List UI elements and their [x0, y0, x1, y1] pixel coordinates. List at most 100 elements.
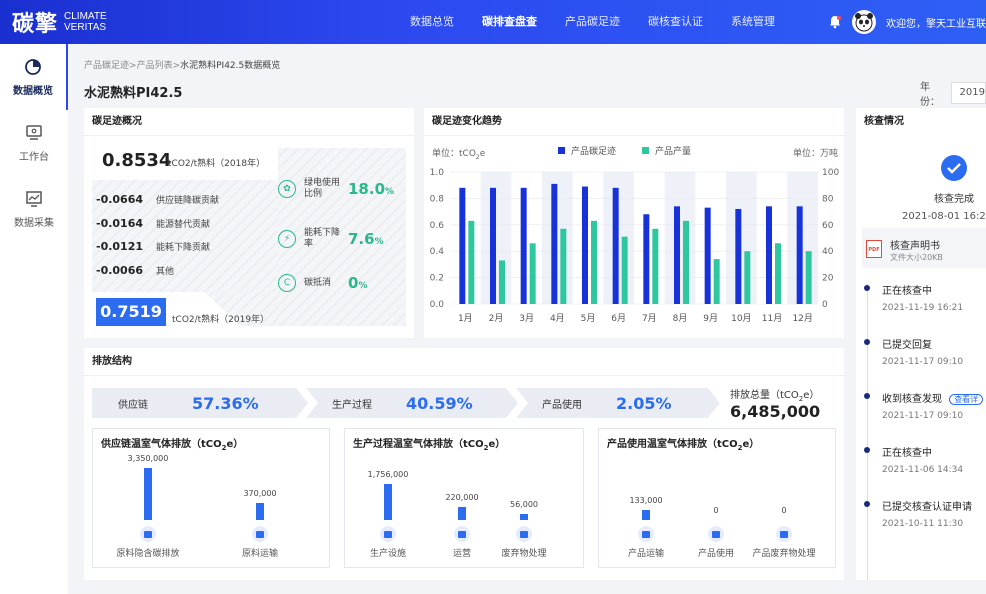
bar-output [713, 259, 720, 304]
x-tick: 12月 [792, 313, 812, 324]
emission-value: 220,000 [445, 493, 479, 503]
total-value: 6,485,000 [730, 402, 821, 421]
document-icon [708, 526, 724, 542]
contrib-row: -0.0066 其他 [96, 263, 175, 277]
x-tick: 7月 [642, 313, 657, 324]
structure-title: 排放结构 [84, 348, 844, 376]
year-dropdown[interactable]: 2019 [950, 82, 986, 104]
emission-label: 废弃物处理 [501, 549, 547, 559]
bar-output [591, 220, 597, 304]
nav-item[interactable]: 碳排查盘查 [482, 15, 537, 28]
legend-footprint[interactable]: 产品碳足迹 [558, 144, 616, 157]
unit-2019: tCO2/t熟料（2019年） [172, 315, 270, 325]
welcome-text: 欢迎您，擎天工业互联 [886, 18, 986, 30]
bar-output [529, 243, 536, 304]
segment-usage: 产品使用 2.05% [516, 388, 720, 418]
emission-bar [520, 513, 528, 520]
emission-value: 370,000 [243, 489, 277, 499]
breadcrumb-link[interactable]: 产品碳足迹 [84, 61, 130, 71]
bar-output [499, 260, 505, 304]
verify-status: 核查完成 [934, 194, 974, 205]
bar-footprint [766, 206, 772, 304]
emission-label: 产品运输 [627, 549, 664, 559]
bar-output [652, 228, 659, 304]
trend-card: 碳足迹变化趋势 单位：tCO2e 产品碳足迹 产品产量 单位：万吨 0.0 0 0.… [424, 108, 844, 338]
breadcrumb-sep: > [129, 61, 137, 71]
bar-footprint [459, 187, 466, 304]
x-tick: 3月 [519, 313, 534, 324]
file-card[interactable] [862, 228, 986, 268]
file-name[interactable]: 核查声明书 [890, 241, 940, 252]
sidebar-item-overview[interactable]: 数据概览 [0, 44, 68, 110]
breadcrumb-current: 水泥熟料PI42.5数据概览 [180, 61, 281, 71]
bar-footprint [643, 214, 650, 304]
bar-output [621, 236, 628, 304]
sidebar: 数据概览 工作台 数据采集 [0, 44, 68, 594]
timeline-item: 已提交回复 2021-11-17 09:10 [864, 336, 963, 367]
sidebar-item-workbench[interactable]: 工作台 [0, 110, 68, 176]
legend: 产品碳足迹 产品产量 [558, 144, 691, 157]
logo[interactable]: 碳擎 CLIMATE VERITAS [12, 4, 107, 40]
x-tick: 6月 [611, 313, 626, 324]
breadcrumb-link[interactable]: 产品列表 [136, 61, 173, 71]
bar-footprint [490, 187, 496, 304]
left-unit: 单位：tCO2e [432, 149, 486, 161]
timeline-date: 2021-11-17 09:10 [882, 411, 964, 421]
top-bar: 碳擎 CLIMATE VERITAS 数据总览 碳排查盘查 产品碳足迹 碳核查认证 系统管… [0, 0, 986, 44]
sidebar-item-label: 数据采集 [14, 217, 54, 229]
view-detail-link[interactable]: 查看详 [949, 394, 984, 405]
x-tick: 11月 [762, 313, 782, 324]
bar-footprint [735, 208, 742, 304]
y-tick-left: 0.2 [430, 274, 444, 284]
avatar[interactable] [852, 10, 876, 34]
sprout-icon: ✿ [278, 180, 296, 198]
file-size: 文件大小20KB [890, 253, 943, 262]
lightning-icon: ⚡ [278, 230, 296, 248]
bar-output [683, 220, 689, 304]
nav-item[interactable]: 碳核查认证 [648, 15, 703, 28]
pie-chart-icon [25, 58, 41, 75]
emission-value: 0 [781, 506, 787, 515]
bar-output [805, 251, 812, 304]
chart-band [664, 172, 696, 304]
y-tick-left: 1.0 [430, 168, 445, 178]
bar-footprint [704, 207, 711, 304]
bar-footprint [520, 187, 527, 304]
timeline-dot [864, 447, 870, 453]
y-tick-left: 0.8 [430, 194, 445, 204]
check-icon [941, 155, 967, 181]
emission-bar [256, 503, 264, 520]
contrib-row: -0.0164 能源替代贡献 [96, 216, 211, 230]
supply-chain-panel: 供应链温室气体排放（tCO2e） [92, 428, 330, 568]
pdf-icon: PDF [866, 240, 882, 258]
emission-value: 1,756,000 [367, 469, 409, 479]
timeline-date: 2021-11-06 14:34 [882, 465, 964, 475]
y-tick-right: 40 [822, 247, 834, 257]
y-tick-left: 0.0 [430, 300, 445, 310]
contrib-row: -0.0664 供应链降碳贡献 [96, 192, 220, 206]
timeline-item: 正在核查中 2021-11-19 16:21 [864, 282, 963, 313]
nav-item[interactable]: 系统管理 [731, 15, 775, 28]
timeline-dot [864, 501, 870, 507]
sidebar-item-data-collection[interactable]: 数据采集 [0, 176, 68, 242]
y-tick-left: 0.4 [430, 247, 445, 257]
emission-label: 原料运输 [241, 549, 278, 559]
nav-item[interactable]: 产品碳足迹 [565, 15, 620, 28]
emission-bar [384, 483, 392, 520]
bell-icon[interactable] [828, 15, 842, 29]
verify-date: 2021-08-01 16:2 [902, 211, 986, 222]
nav-item[interactable]: 数据总览 [410, 15, 454, 28]
overview-card: 碳足迹概况 0.8534 tCO2/t熟料（2018年） -0.0664 供应链降… [84, 108, 414, 338]
timeline-item: 已提交核查认证申请 2021-10-11 11:30 [864, 498, 972, 529]
bar-footprint [612, 187, 619, 304]
x-tick: 10月 [731, 313, 751, 324]
bar-output [560, 228, 567, 304]
x-tick: 2月 [489, 313, 504, 324]
chart-icon [454, 526, 470, 542]
ratio-panel [278, 148, 406, 326]
y-tick-right: 20 [822, 274, 834, 284]
main-nav: 数据总览 碳排查盘查 产品碳足迹 碳核查认证 系统管理 [396, 0, 789, 44]
bar-footprint [796, 206, 803, 304]
legend-output[interactable]: 产品产量 [642, 144, 691, 157]
unit-2018: tCO2/t熟料（2018年） [168, 159, 266, 169]
